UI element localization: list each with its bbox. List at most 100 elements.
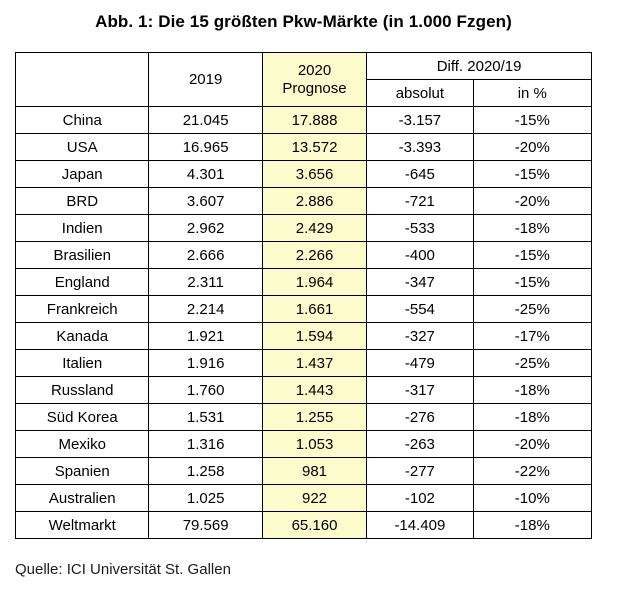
value-2020-cell: 1.255 (261, 403, 368, 431)
table-row: Süd Korea 1.531 1.255 -276 -18% (14, 403, 593, 431)
value-2019-cell: 1.531 (148, 403, 263, 431)
corner-cell (14, 52, 150, 107)
country-cell: Spanien (14, 457, 150, 485)
value-2019-cell: 21.045 (148, 106, 263, 134)
diff-absolut-cell: -3.157 (366, 106, 474, 134)
value-2019-cell: 2.962 (148, 214, 263, 242)
diff-percent-cell: -17% (472, 322, 593, 350)
table-row: Russland 1.760 1.443 -317 -18% (14, 376, 593, 404)
value-2020-cell: 1.594 (261, 322, 368, 350)
country-cell: Weltmarkt (14, 511, 150, 539)
diff-percent-cell: -15% (472, 106, 593, 134)
diff-percent-cell: -25% (472, 295, 593, 323)
diff-percent-cell: -20% (472, 430, 593, 458)
country-cell: Süd Korea (14, 403, 150, 431)
diff-absolut-cell: -327 (366, 322, 474, 350)
diff-absolut-cell: -533 (366, 214, 474, 242)
value-2020-cell: 1.053 (261, 430, 368, 458)
table-header: 2019 2020 Prognose Diff. 2020/19 absolut… (14, 52, 593, 107)
col-header-diff-group: Diff. 2020/19 (366, 52, 592, 80)
country-cell: Kanada (14, 322, 150, 350)
country-cell: Indien (14, 214, 150, 242)
table-row: Brasilien 2.666 2.266 -400 -15% (14, 241, 593, 269)
diff-percent-cell: -18% (472, 511, 593, 539)
diff-percent-cell: -20% (472, 133, 593, 161)
table-row: Australien 1.025 922 -102 -10% (14, 484, 593, 512)
country-cell: USA (14, 133, 150, 161)
value-2019-cell: 16.965 (148, 133, 263, 161)
table-row: China 21.045 17.888 -3.157 -15% (14, 106, 593, 134)
diff-absolut-cell: -317 (366, 376, 474, 404)
header-row-1: 2019 2020 Prognose Diff. 2020/19 (14, 52, 592, 107)
value-2020-cell: 1.443 (261, 376, 368, 404)
header-row-2: absolut in % (16, 79, 593, 107)
diff-absolut-cell: -277 (366, 457, 474, 485)
table-row: Spanien 1.258 981 -277 -22% (14, 457, 593, 485)
diff-absolut-cell: -3.393 (366, 133, 474, 161)
col-header-2020-prognose: 2020 Prognose (261, 52, 368, 107)
value-2019-cell: 1.916 (148, 349, 263, 377)
diff-percent-cell: -18% (472, 403, 593, 431)
car-markets-table: 2019 2020 Prognose Diff. 2020/19 absolut… (14, 52, 593, 539)
value-2020-cell: 981 (261, 457, 368, 485)
col-header-2020-line1: 2020 (297, 62, 332, 80)
country-cell: Frankreich (14, 295, 150, 323)
diff-absolut-cell: -102 (366, 484, 474, 512)
value-2020-cell: 3.656 (261, 160, 368, 188)
diff-percent-cell: -20% (472, 187, 593, 215)
country-cell: BRD (14, 187, 150, 215)
table-row: Indien 2.962 2.429 -533 -18% (14, 214, 593, 242)
value-2020-cell: 1.964 (261, 268, 368, 296)
table-body: China 21.045 17.888 -3.157 -15% USA 16.9… (14, 106, 593, 539)
table-row-total: Weltmarkt 79.569 65.160 -14.409 -18% (14, 511, 593, 539)
diff-percent-cell: -10% (472, 484, 593, 512)
col-header-absolut: absolut (366, 79, 474, 107)
value-2020-cell: 17.888 (261, 106, 368, 134)
table-row: Italien 1.916 1.437 -479 -25% (14, 349, 593, 377)
table-row: USA 16.965 13.572 -3.393 -20% (14, 133, 593, 161)
diff-absolut-cell: -347 (366, 268, 474, 296)
diff-percent-cell: -15% (472, 160, 593, 188)
country-cell: Russland (14, 376, 150, 404)
diff-absolut-cell: -14.409 (366, 511, 474, 539)
figure-title: Abb. 1: Die 15 größten Pkw-Märkte (in 1.… (95, 12, 512, 31)
diff-percent-cell: -25% (472, 349, 593, 377)
diff-absolut-cell: -263 (366, 430, 474, 458)
table-row: BRD 3.607 2.886 -721 -20% (14, 187, 593, 215)
country-cell: Mexiko (14, 430, 150, 458)
country-cell: Australien (14, 484, 150, 512)
value-2019-cell: 79.569 (148, 511, 263, 539)
source-line: Quelle: ICI Universität St. Gallen (15, 561, 231, 578)
diff-absolut-cell: -479 (366, 349, 474, 377)
value-2019-cell: 2.214 (148, 295, 263, 323)
value-2019-cell: 3.607 (148, 187, 263, 215)
value-2020-cell: 2.266 (261, 241, 368, 269)
value-2020-cell: 2.886 (261, 187, 368, 215)
value-2019-cell: 1.258 (148, 457, 263, 485)
diff-percent-cell: -18% (472, 376, 593, 404)
value-2020-cell: 1.661 (261, 295, 368, 323)
value-2019-cell: 2.666 (148, 241, 263, 269)
col-header-percent: in % (472, 79, 593, 107)
value-2020-cell: 922 (261, 484, 368, 512)
country-cell: Japan (14, 160, 150, 188)
col-header-2020-line2: Prognose (282, 79, 347, 97)
diff-percent-cell: -15% (472, 241, 593, 269)
value-2019-cell: 1.025 (148, 484, 263, 512)
col-header-2019: 2019 (148, 52, 263, 107)
diff-absolut-cell: -721 (366, 187, 474, 215)
diff-absolut-cell: -400 (366, 241, 474, 269)
diff-absolut-cell: -554 (366, 295, 474, 323)
table-row: England 2.311 1.964 -347 -15% (14, 268, 593, 296)
diff-absolut-cell: -276 (366, 403, 474, 431)
table-row: Mexiko 1.316 1.053 -263 -20% (14, 430, 593, 458)
value-2020-cell: 65.160 (261, 511, 368, 539)
country-cell: Brasilien (14, 241, 150, 269)
country-cell: Italien (14, 349, 150, 377)
value-2019-cell: 4.301 (148, 160, 263, 188)
value-2020-cell: 2.429 (261, 214, 368, 242)
country-cell: China (14, 106, 150, 134)
diff-percent-cell: -15% (472, 268, 593, 296)
value-2019-cell: 2.311 (148, 268, 263, 296)
